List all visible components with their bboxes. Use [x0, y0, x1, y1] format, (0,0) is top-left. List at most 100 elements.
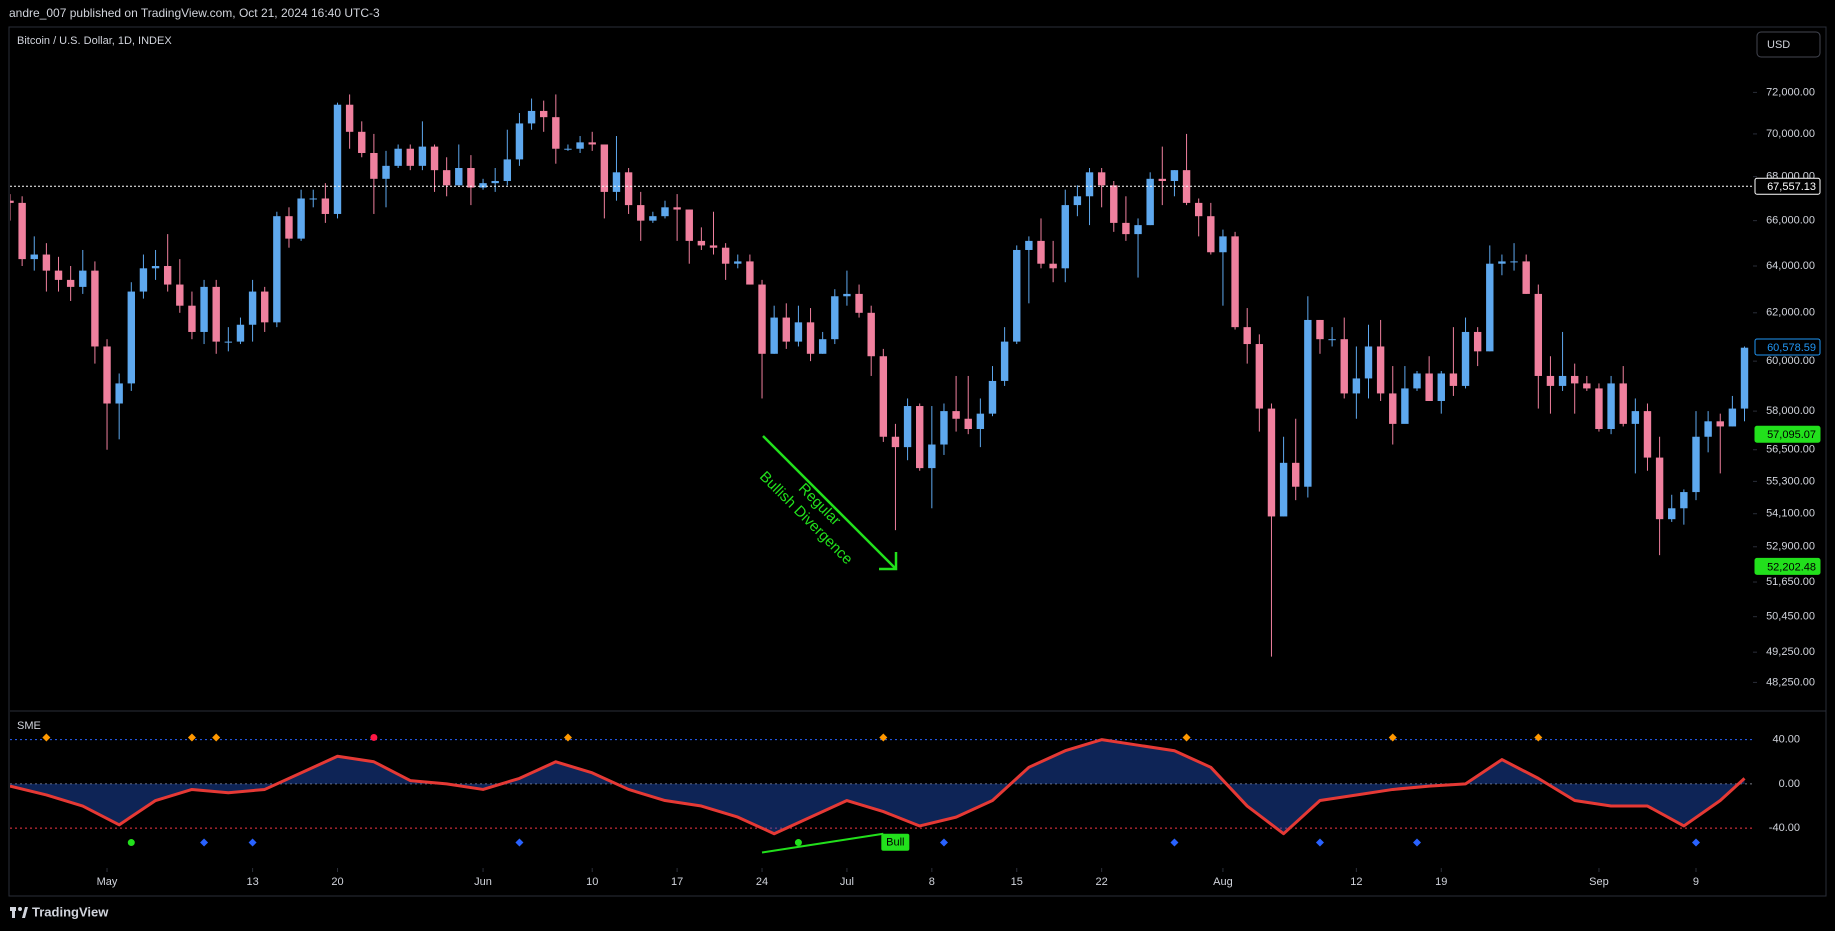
signal-diamond — [1315, 838, 1324, 847]
y-tick-label: 48,250.00 — [1766, 676, 1815, 688]
candle-body — [115, 383, 123, 404]
y-tick-label: -40.00 — [1769, 822, 1800, 834]
signal-dot — [370, 733, 378, 741]
y-tick-label: 62,000.00 — [1766, 307, 1815, 319]
x-tick-label: 15 — [1011, 876, 1023, 888]
candle-body — [794, 322, 803, 342]
candle-body — [467, 167, 475, 188]
candle-body — [1449, 373, 1458, 386]
candle-body — [30, 254, 38, 260]
candle-body — [1025, 240, 1033, 250]
oscillator-line — [10, 738, 1746, 836]
candle-body — [1085, 172, 1094, 197]
candle-body — [758, 284, 766, 354]
frame — [8, 26, 1827, 897]
candle-body — [163, 266, 172, 285]
candle-body — [261, 291, 269, 323]
candle-body — [382, 165, 390, 179]
signal-diamond — [212, 733, 221, 742]
signal-diamond — [200, 838, 209, 847]
candle-body — [685, 209, 693, 241]
candle-body — [79, 270, 87, 287]
candle-body — [1110, 185, 1118, 223]
candle-body — [1049, 263, 1057, 269]
x-tick-label: 8 — [929, 876, 935, 888]
price-label-box — [1754, 177, 1821, 195]
candle-body — [1158, 178, 1166, 181]
candle-body — [782, 317, 790, 342]
x-tick-label: 10 — [586, 876, 598, 888]
candle-body — [1510, 261, 1518, 263]
candle-body — [1364, 346, 1373, 379]
x-tick-label: 24 — [756, 876, 768, 888]
candle-body — [1631, 411, 1640, 424]
currency-button[interactable] — [1756, 31, 1821, 58]
x-tick-label: 19 — [1435, 876, 1447, 888]
candle-body — [903, 406, 912, 448]
y-tick-label: 66,000.00 — [1766, 215, 1815, 227]
candle-body — [127, 291, 135, 384]
candle-body — [770, 317, 778, 354]
candle-body — [66, 279, 75, 287]
y-tick-label: 51,650.00 — [1766, 576, 1815, 588]
currency[interactable]: USD — [1767, 39, 1790, 51]
candle-body — [1328, 339, 1336, 341]
y-tick-label: 54,100.00 — [1766, 508, 1815, 520]
candle-body — [1376, 346, 1385, 394]
candle-body — [1207, 216, 1215, 253]
signal-dot — [127, 839, 135, 847]
signal-diamond — [1534, 733, 1543, 742]
candle-body — [1134, 225, 1142, 235]
y-tick-label: 56,500.00 — [1766, 444, 1815, 456]
candle-body — [1740, 347, 1749, 409]
price-label: 52,202.48 — [1767, 561, 1816, 573]
candle-body — [333, 104, 342, 214]
candle-body — [612, 172, 621, 192]
candle-body — [1292, 462, 1300, 487]
candle-body — [91, 270, 99, 347]
publisher: andre_007 published on TradingView.com, … — [9, 6, 380, 20]
y-tick-label: 0.00 — [1779, 778, 1800, 790]
candle-body — [151, 266, 160, 269]
candle-body — [588, 142, 596, 145]
candle-body — [1013, 249, 1021, 342]
candle-body — [527, 110, 536, 124]
candle-body — [1000, 341, 1009, 381]
x-tick-label: 20 — [331, 876, 343, 888]
candle-body — [1680, 492, 1688, 509]
y-tick-label: 40.00 — [1772, 734, 1800, 746]
y-tick-label: 72,000.00 — [1766, 86, 1815, 98]
candle-body — [831, 296, 839, 340]
signal-diamond — [563, 733, 572, 742]
logo — [10, 907, 28, 918]
candle-body — [442, 170, 451, 186]
candle-body — [1704, 421, 1712, 437]
candle-body — [18, 202, 26, 260]
candle-body — [1267, 408, 1276, 517]
x-tick-label: May — [97, 876, 118, 888]
signal-diamond — [939, 838, 948, 847]
candle-body — [988, 380, 997, 414]
x-tick-label: 9 — [1693, 876, 1699, 888]
candle-body — [1692, 436, 1700, 493]
candle-body — [321, 198, 330, 214]
signal-diamond — [1691, 838, 1700, 847]
candle-body — [1534, 293, 1543, 376]
candle-body — [1486, 263, 1494, 352]
candle-body — [1619, 383, 1627, 424]
candle-body — [1389, 393, 1397, 424]
candle-body — [285, 216, 293, 239]
candle-body — [709, 245, 718, 248]
x-tick-label: 13 — [246, 876, 258, 888]
candle-body — [1437, 373, 1445, 401]
candle-body — [54, 270, 63, 280]
candle-body — [818, 339, 827, 354]
x-tick-label: Aug — [1213, 876, 1233, 888]
candle-body — [1716, 421, 1724, 427]
candle-body — [491, 180, 499, 184]
candle-body — [624, 172, 633, 206]
candle-body — [42, 254, 51, 271]
candle-body — [673, 207, 681, 210]
candle-body — [928, 444, 936, 469]
